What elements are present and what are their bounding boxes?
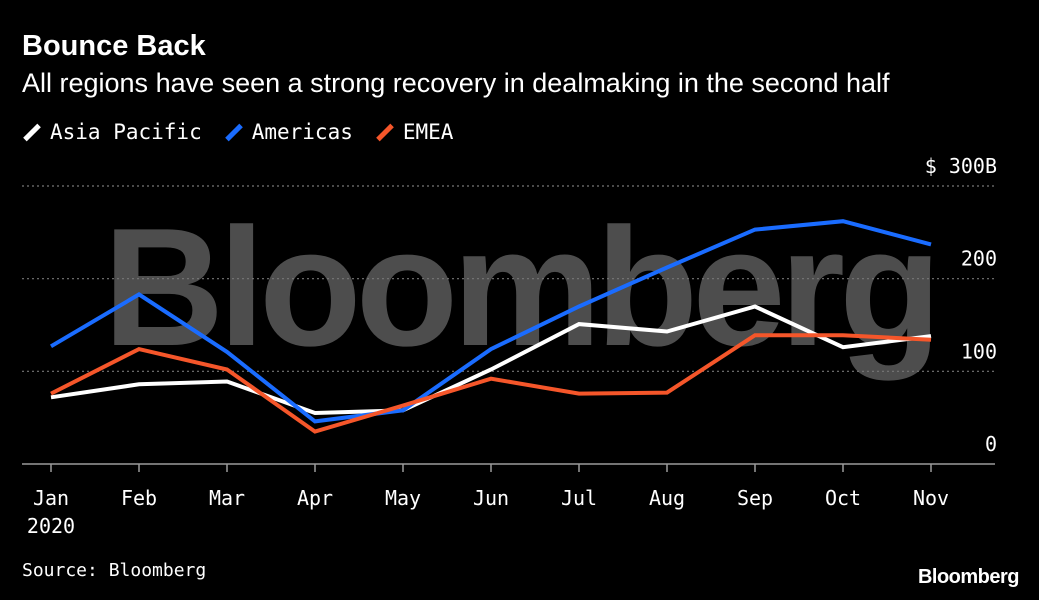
x-tick-label-jan: Jan (33, 486, 69, 510)
legend-item-emea: EMEA (375, 120, 454, 144)
series-line-asia-pacific (50, 304, 932, 416)
chart-subtitle: All regions have seen a strong recovery … (22, 68, 890, 98)
y-tick-label-100: 100 (961, 339, 997, 363)
x-tick-label-may: May (385, 486, 421, 510)
series-line-emea (50, 333, 932, 434)
x-tick-label-oct: Oct (825, 486, 861, 510)
legend-label-emea: EMEA (402, 120, 454, 144)
bloomberg-logo: Bloomberg (917, 566, 1020, 588)
x-tick-label-feb: Feb (121, 486, 157, 510)
x-tick-label-apr: Apr (297, 486, 333, 510)
chart-title: Bounce Back (22, 30, 206, 62)
y-tick-label-300: $ 300B (925, 154, 997, 178)
x-tick-label-jun: Jun (473, 486, 509, 510)
x-year-label: 2020 (27, 514, 75, 538)
x-tick-label-nov: Nov (913, 486, 949, 510)
legend-label-americas: Americas (251, 120, 353, 144)
x-tick-label-mar: Mar (209, 486, 245, 510)
series-line-americas (49, 219, 932, 424)
legend-item-asia-pacific: Asia Pacific (22, 120, 202, 144)
x-tick-label-jul: Jul (561, 486, 597, 510)
y-tick-label-0: 0 (985, 432, 997, 456)
y-tick-label-200: 200 (961, 247, 997, 271)
source-note: Source: Bloomberg (22, 560, 207, 581)
x-tick-label-sep: Sep (737, 486, 773, 510)
legend-item-americas: Americas (224, 120, 353, 144)
legend-label-asia-pacific: Asia Pacific (50, 120, 202, 144)
legend: Asia Pacific Americas EMEA (22, 120, 475, 144)
x-tick-label-aug: Aug (649, 486, 685, 510)
